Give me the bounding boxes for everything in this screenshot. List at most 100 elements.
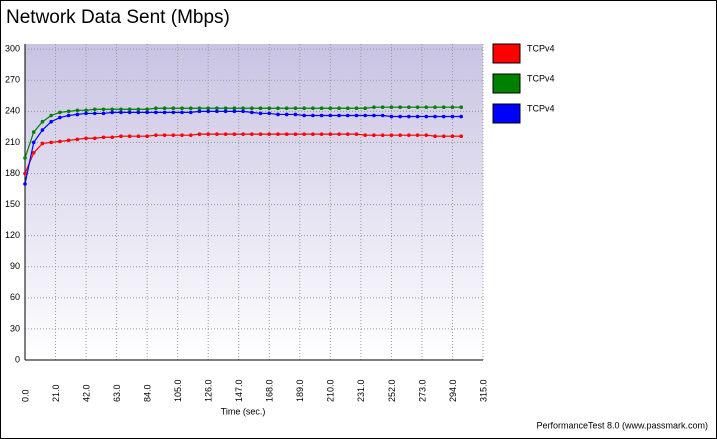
data-point	[188, 133, 193, 137]
data-point	[319, 106, 324, 111]
data-point	[223, 109, 228, 114]
legend-label: TCPv4	[527, 73, 555, 83]
data-point	[311, 132, 315, 136]
x-tick-label: 63.0	[112, 384, 122, 402]
data-point	[354, 106, 359, 111]
data-point	[206, 132, 210, 136]
data-point	[241, 106, 245, 111]
data-point	[154, 106, 158, 111]
data-point	[433, 134, 437, 139]
data-point	[407, 114, 411, 119]
data-point	[58, 115, 62, 120]
x-axis-label: Time (sec.)	[221, 406, 266, 416]
data-point	[180, 133, 184, 137]
data-point	[101, 111, 106, 116]
x-tick-label: 0.0	[20, 389, 30, 402]
data-point	[319, 132, 324, 136]
legend-label: TCPv4	[527, 103, 555, 113]
data-point	[267, 132, 272, 136]
data-point	[372, 113, 376, 118]
data-point	[110, 110, 115, 115]
data-point	[250, 132, 254, 136]
data-point	[162, 133, 167, 137]
data-point	[75, 137, 80, 142]
data-point	[241, 132, 245, 136]
x-tick-label: 105.0	[173, 379, 183, 402]
data-point	[92, 111, 97, 116]
data-point	[441, 114, 446, 119]
data-point	[127, 134, 132, 139]
y-tick-label: 120	[5, 230, 20, 240]
data-point	[31, 130, 36, 134]
data-point	[188, 110, 193, 115]
data-point	[119, 107, 123, 112]
y-tick-label: 180	[5, 168, 20, 178]
x-tick-label: 84.0	[143, 384, 153, 402]
data-point	[459, 114, 463, 119]
data-point	[145, 134, 149, 139]
data-point	[84, 136, 88, 141]
chart-title: Network Data Sent (Mbps)	[6, 7, 230, 28]
data-point	[293, 112, 298, 117]
data-point	[162, 106, 167, 111]
data-point	[398, 114, 402, 119]
data-point	[459, 134, 463, 139]
x-tick-label: 315.0	[478, 379, 488, 402]
data-point	[66, 109, 71, 114]
data-point	[363, 113, 368, 118]
data-point	[215, 109, 219, 114]
data-point	[311, 113, 315, 118]
x-tick-label: 189.0	[295, 379, 305, 402]
y-tick-label: 150	[5, 199, 20, 209]
data-point	[415, 105, 420, 109]
data-point	[145, 107, 149, 112]
x-tick-label: 147.0	[234, 379, 244, 402]
data-point	[354, 113, 359, 118]
data-point	[293, 106, 298, 111]
data-point	[380, 113, 385, 118]
data-point	[441, 134, 446, 139]
data-point	[337, 132, 341, 136]
data-point	[180, 110, 184, 115]
data-point	[328, 106, 333, 111]
data-point	[75, 112, 80, 117]
data-point	[49, 119, 53, 124]
data-point	[441, 105, 446, 109]
data-point	[223, 132, 228, 136]
data-point	[232, 109, 237, 114]
data-point	[424, 105, 429, 109]
data-point	[345, 113, 350, 118]
data-point	[415, 114, 420, 119]
data-point	[354, 132, 359, 136]
data-point	[171, 106, 176, 111]
data-point	[276, 112, 280, 117]
data-point	[276, 132, 280, 136]
data-point	[136, 110, 141, 115]
y-tick-label: 30	[10, 323, 20, 333]
data-point	[380, 133, 385, 137]
x-tick-label: 210.0	[326, 379, 336, 402]
data-point	[345, 106, 350, 111]
data-point	[84, 111, 88, 116]
data-point	[407, 105, 411, 109]
data-point	[197, 132, 202, 136]
data-point	[171, 133, 176, 137]
data-point	[241, 109, 245, 114]
data-point	[40, 119, 45, 124]
data-point	[363, 133, 368, 137]
data-point	[154, 133, 158, 137]
data-point	[398, 133, 402, 137]
data-point	[23, 156, 27, 160]
plot-area	[25, 44, 483, 360]
data-point	[101, 107, 106, 112]
data-point	[302, 132, 306, 136]
data-point	[328, 113, 333, 118]
y-tick-label: 240	[5, 106, 20, 116]
data-point	[407, 133, 411, 137]
data-point	[284, 132, 289, 136]
data-point	[145, 110, 149, 115]
data-point	[372, 105, 376, 109]
data-point	[267, 106, 272, 111]
data-point	[276, 106, 280, 111]
legend-swatch	[492, 43, 521, 64]
